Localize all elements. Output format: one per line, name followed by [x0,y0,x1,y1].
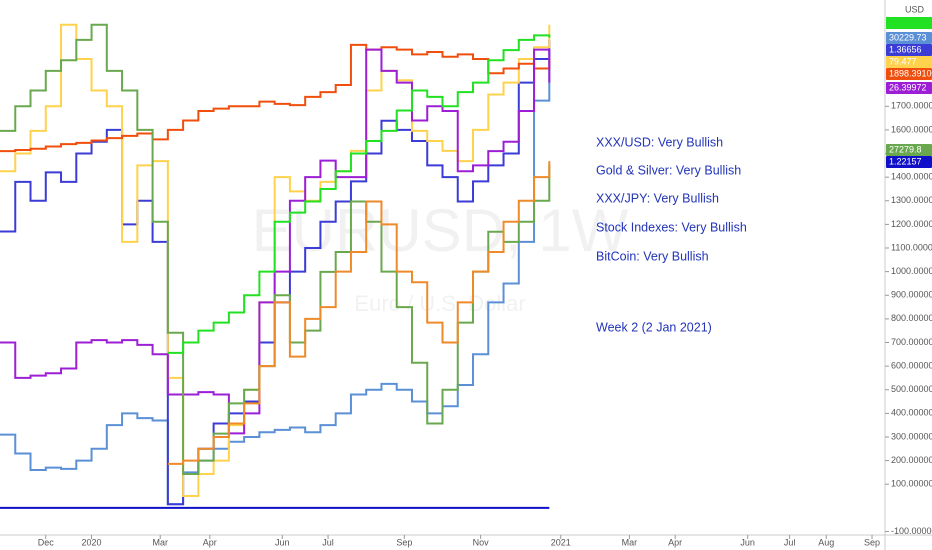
x-tick-label: Dec [38,537,55,547]
x-tick-label: Mar [152,537,168,547]
y-tick-label: 800.00000 [891,313,932,323]
x-tick-label: Sep [396,537,412,547]
y-tick-label: 1300.00000 [891,195,932,205]
x-tick-label: 2020 [82,537,102,547]
x-tick-label: Jul [784,537,796,547]
x-tick-label: 2021 [551,537,571,547]
unit-label: USD [905,4,925,14]
y-tick-label: 1400.00000 [891,172,932,182]
x-tick-label: Nov [473,537,490,547]
annotation: XXX/JPY: Very Bullish [596,191,719,205]
x-tick-label: Apr [203,537,217,547]
y-tick-label: 1200.00000 [891,219,932,229]
x-tick-label: Aug [818,537,834,547]
y-tick-label: 400.00000 [891,408,932,418]
annotation: Week 2 (2 Jan 2021) [596,320,712,334]
price-label-box [886,68,932,80]
x-tick-label: Apr [668,537,682,547]
price-label-box [886,82,932,94]
price-label-box [886,156,932,168]
annotation: BitCoin: Very Bullish [596,249,709,263]
price-label-box [886,56,932,68]
annotation: Gold & Silver: Very Bullish [596,163,741,177]
price-label: 27279.8 [889,144,922,154]
y-tick-label: 700.00000 [891,337,932,347]
y-tick-label: 500.00000 [891,384,932,394]
y-tick-label: 900.00000 [891,290,932,300]
price-label-box [886,44,932,56]
series-line [0,43,551,153]
annotation: XXX/USD: Very Bullish [596,135,723,149]
y-tick-label: 1600.00000 [891,124,932,134]
price-label: 1898.39100 [889,68,932,78]
y-tick-label: 1000.00000 [891,266,932,276]
x-tick-label: Jun [740,537,755,547]
y-tick-label: 1700.00000 [891,101,932,111]
y-tick-label: 300.00000 [891,431,932,441]
price-label: 1.22157 [889,156,922,166]
price-label: 30229.73 [889,32,927,42]
price-label: 79.477 [889,56,917,66]
x-tick-label: Jun [275,537,290,547]
price-label-box [886,144,932,156]
y-tick-label: 600.00000 [891,360,932,370]
series-line [167,161,551,465]
watermark: EURUSD, 1W [252,197,629,264]
y-tick-label: -100.00000 [891,526,932,536]
y-tick-label: 200.00000 [891,455,932,465]
x-tick-label: Sep [864,537,880,547]
x-tick-label: Mar [622,537,638,547]
price-label: 1.36656 [889,44,922,54]
series-line [167,34,551,354]
annotation: Stock Indexes: Very Bullish [596,220,747,234]
y-tick-label: 100.00000 [891,479,932,489]
price-label: 26.39972 [889,82,927,92]
price-label-box [886,17,932,29]
x-tick-label: Jul [322,537,334,547]
price-label-box [886,32,932,44]
y-tick-label: 1100.00000 [891,242,932,252]
